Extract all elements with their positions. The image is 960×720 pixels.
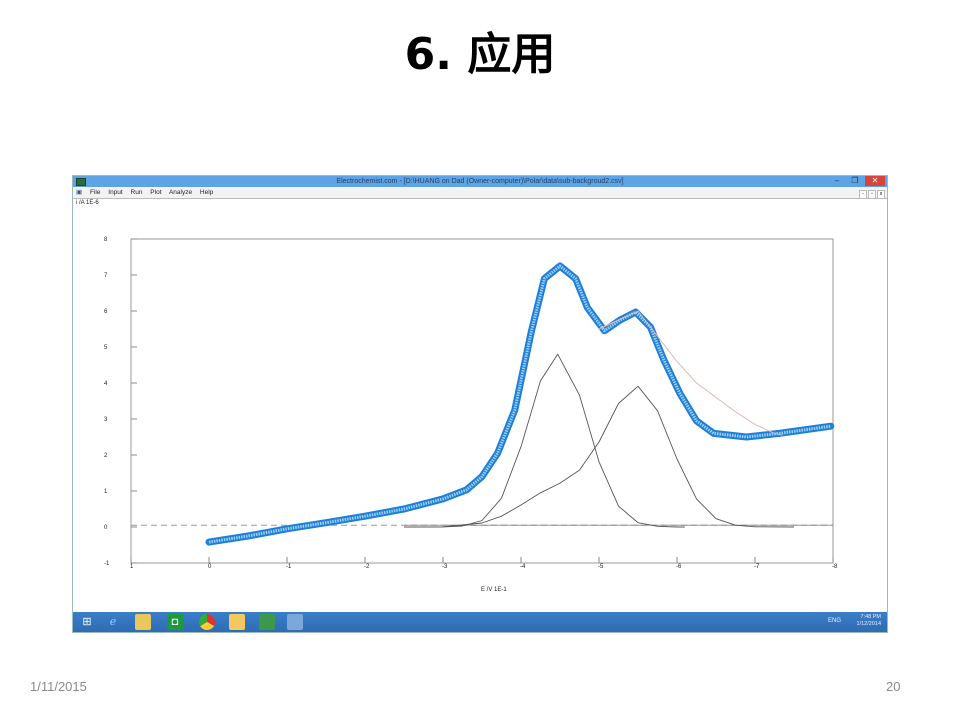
y-tick-label: -1 xyxy=(104,561,110,567)
x-tick-label: -4 xyxy=(520,564,526,570)
menu-run[interactable]: Run xyxy=(130,189,143,196)
menu-help[interactable]: Help xyxy=(199,189,214,196)
menu-input[interactable]: Input xyxy=(108,189,123,196)
minimize-button[interactable]: – xyxy=(834,176,840,185)
file-explorer-icon[interactable] xyxy=(135,614,151,630)
y-axis-label: i /A 1E-6 xyxy=(76,200,99,206)
x-tick-label: -3 xyxy=(442,564,448,570)
x-tick-label: -2 xyxy=(364,564,370,570)
tray-clock[interactable]: 7:48 PM 1/12/2014 xyxy=(857,614,881,628)
menu-analyze[interactable]: Analyze xyxy=(168,189,193,196)
y-tick-label: 0 xyxy=(104,525,108,531)
store-icon[interactable]: ◘ xyxy=(167,614,183,630)
window-titlebar[interactable]: Electrochemist.com - [D:\HUANG on Dad (O… xyxy=(73,176,887,187)
close-button[interactable]: ✕ xyxy=(865,176,885,186)
x-tick-label: -1 xyxy=(286,564,292,570)
y-tick-label: 4 xyxy=(104,381,108,387)
maximize-button[interactable]: ❐ xyxy=(851,176,859,185)
document-icon: ▣ xyxy=(76,189,83,196)
internet-explorer-icon[interactable]: e xyxy=(109,615,117,628)
y-tick-label: 7 xyxy=(104,273,108,279)
electrochemist-app-icon[interactable] xyxy=(287,614,303,630)
window-title: Electrochemist.com - [D:\HUANG on Dad (O… xyxy=(336,178,624,185)
x-tick-label: -7 xyxy=(754,564,760,570)
x-tick-label: 1 xyxy=(130,564,134,570)
menu-file[interactable]: File xyxy=(89,189,101,196)
series-measured-outline xyxy=(205,262,835,546)
y-tick-label: 3 xyxy=(104,417,108,423)
x-tick-label: -6 xyxy=(676,564,682,570)
taskbar: ⊞ e ◘ ENG 7:48 PM 1/12/2014 xyxy=(73,612,887,632)
y-tick-label: 6 xyxy=(104,309,108,315)
tray-language[interactable]: ENG xyxy=(827,618,841,624)
mdi-close-button[interactable]: x xyxy=(877,190,885,199)
mdi-minimize-button[interactable]: - xyxy=(859,190,867,199)
outlook-icon[interactable] xyxy=(229,614,245,630)
menu-plot[interactable]: Plot xyxy=(150,189,162,196)
x-tick-label: -8 xyxy=(832,564,838,570)
y-tick-label: 1 xyxy=(104,489,108,495)
footer-page-number: 20 xyxy=(886,679,901,694)
footer-date: 1/11/2015 xyxy=(30,679,87,694)
app-icon xyxy=(76,178,86,186)
y-tick-label: 5 xyxy=(104,345,108,351)
y-tick-label: 8 xyxy=(104,237,108,243)
series-fit-line xyxy=(598,310,783,436)
app-green-icon[interactable] xyxy=(259,614,275,630)
menu-bar: ▣ File Input Run Plot Analyze Help - ▫ x xyxy=(73,187,887,199)
slide-title: 6. 应用 xyxy=(404,29,556,80)
tray-time: 7:48 PM xyxy=(860,614,881,620)
windows-start-icon[interactable]: ⊞ xyxy=(82,616,92,628)
x-tick-label: -5 xyxy=(598,564,604,570)
x-axis-label: E /V 1E-1 xyxy=(481,587,507,593)
series-measured-markers xyxy=(208,264,831,544)
mdi-restore-button[interactable]: ▫ xyxy=(868,190,876,199)
x-tick-label: 0 xyxy=(208,564,212,570)
series-peak-2-line xyxy=(403,385,795,528)
plot-frame xyxy=(130,238,834,564)
tray-date: 1/12/2014 xyxy=(856,621,881,627)
chrome-icon[interactable] xyxy=(199,614,215,630)
app-window-screenshot: Electrochemist.com - [D:\HUANG on Dad (O… xyxy=(72,175,888,633)
y-tick-label: 2 xyxy=(104,453,108,459)
